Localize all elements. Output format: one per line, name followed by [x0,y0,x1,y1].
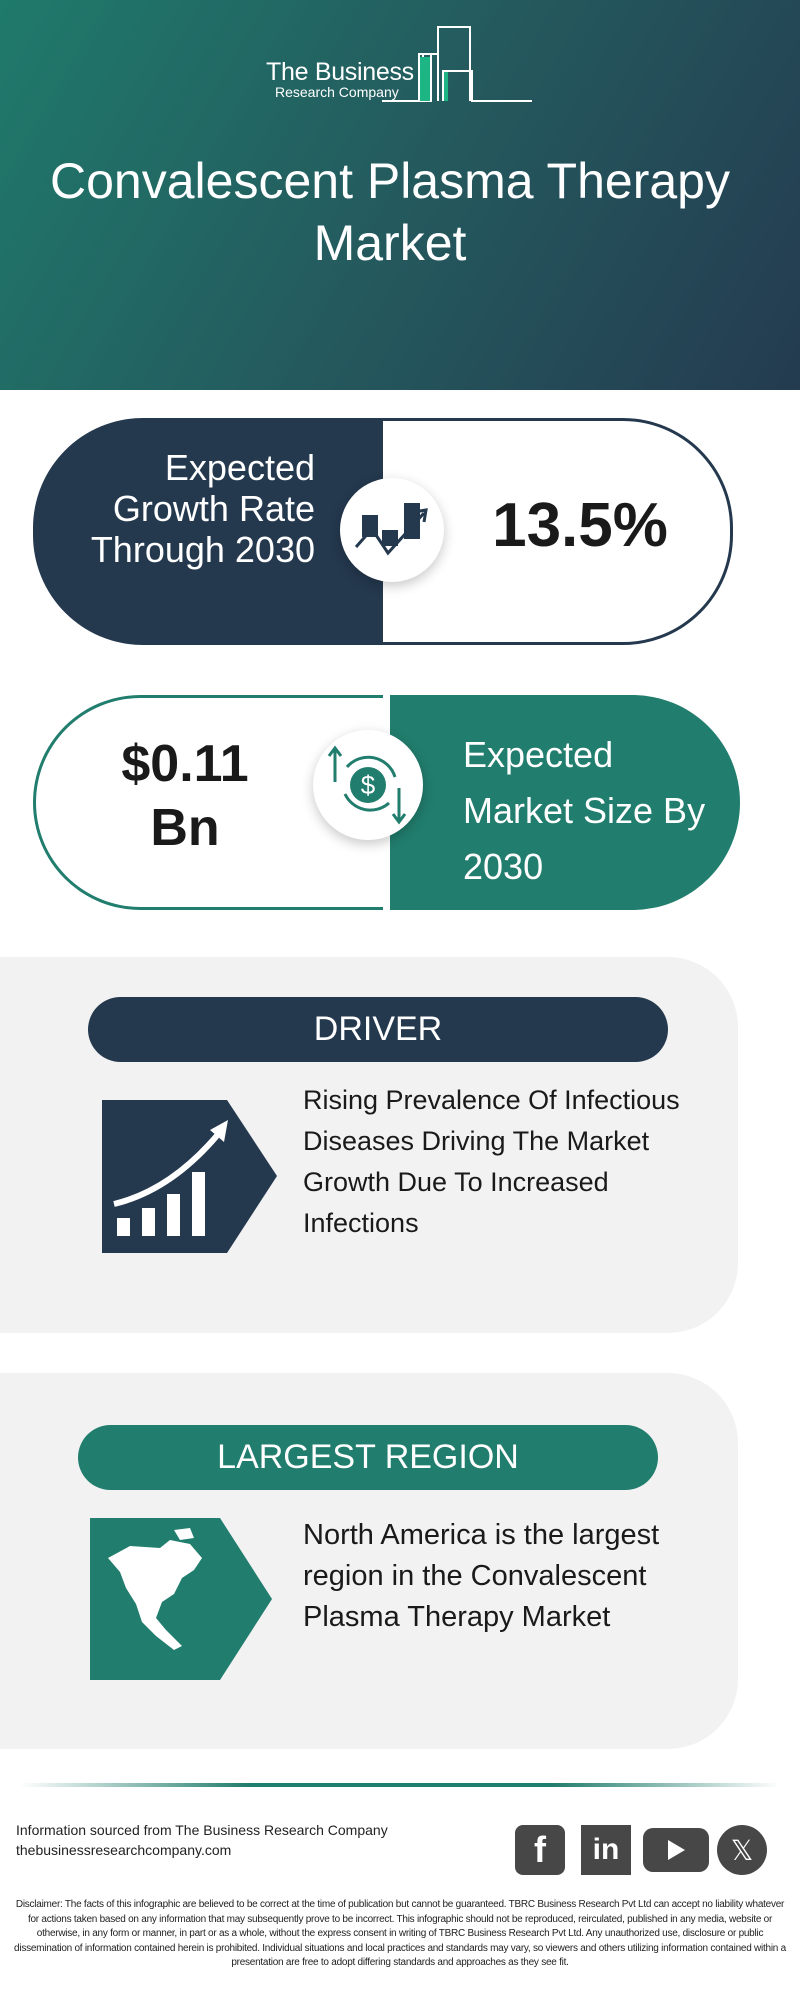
website-link[interactable]: thebusinessresearchcompany.com [16,1842,232,1858]
north-america-map-icon [90,1518,272,1680]
driver-text: Rising Prevalence Of Infectious Diseases… [303,1085,680,1238]
buildings-logo-icon [382,26,532,102]
logo-line2: Research Company [275,84,399,100]
market-size-value: $0.11 Bn [121,735,249,857]
header-banner: The Business Research Company Convalesce… [0,0,800,390]
market-size-label: Expected Market Size By 2030 [463,734,706,887]
page-title: Convalescent Plasma Therapy Market [50,153,730,271]
region-text: North America is the largest region in t… [303,1519,660,1633]
logo-line1: The Business [266,58,414,86]
growth-value-panel [383,418,733,645]
x-icon[interactable]: 𝕏 [717,1825,767,1875]
growth-chart-icon [340,478,444,582]
growth-label: Expected Growth Rate Through 2030 [90,447,315,570]
market-size-value-panel [33,695,383,910]
facebook-icon[interactable]: f [515,1825,565,1875]
driver-heading: DRIVER [88,997,668,1062]
source-info: Information sourced from The Business Re… [16,1820,388,1860]
disclaimer: Disclaimer: The facts of this infographi… [14,1899,786,1968]
rising-bar-chart-icon [102,1100,277,1253]
svg-text:$: $ [361,770,376,800]
dollar-exchange-icon: $ [313,730,423,840]
footer-divider [20,1783,780,1787]
market-size-label-panel [390,695,740,910]
youtube-icon[interactable] [643,1828,709,1872]
source-text: Information sourced from The Business Re… [16,1822,388,1838]
region-heading: LARGEST REGION [78,1425,658,1490]
growth-label-panel [33,418,383,645]
linkedin-icon[interactable]: in [581,1825,631,1875]
growth-rate-value: 13.5% [492,491,668,560]
